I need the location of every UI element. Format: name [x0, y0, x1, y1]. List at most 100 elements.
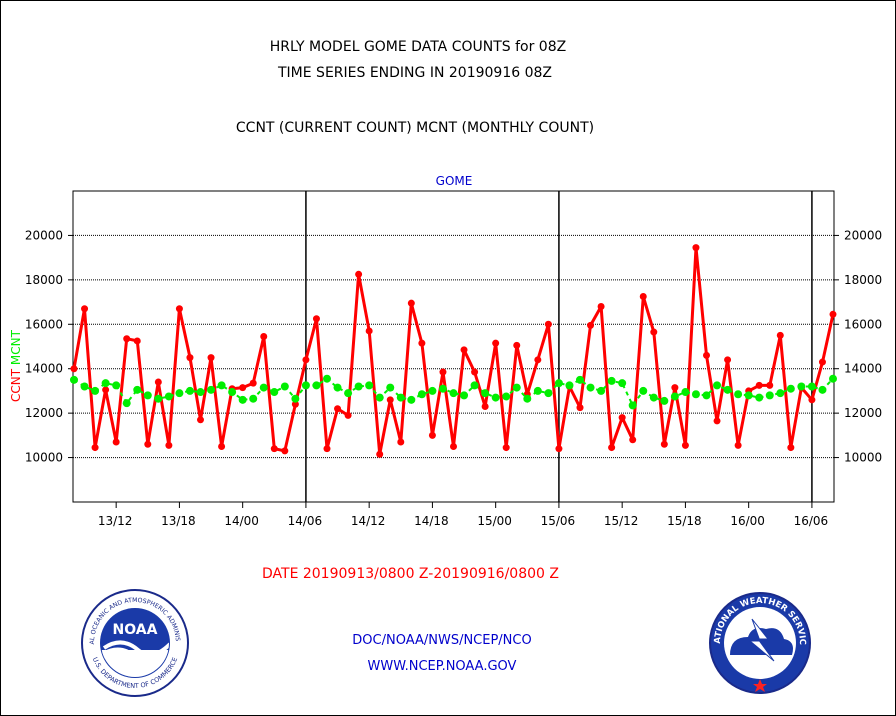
x-tick-label-4: 14/12 [351, 514, 386, 528]
y-tick-label-left-4: 18000 [25, 273, 63, 287]
mcnt-point-65 [755, 393, 764, 402]
mcnt-point-9 [164, 392, 173, 401]
x-tick-label-8: 15/12 [604, 514, 639, 528]
mcnt-point-1 [80, 382, 89, 391]
mcnt-point-49 [586, 383, 595, 392]
ccnt-point-7 [144, 440, 152, 448]
mcnt-point-13 [207, 385, 216, 394]
y-axis-label-ccnt: CCNT [9, 368, 23, 402]
ccnt-point-56 [660, 440, 668, 448]
mcnt-point-39 [481, 389, 490, 398]
y-axis-label-text: CCNT MCNT [9, 329, 23, 402]
ccnt-point-30 [386, 396, 394, 404]
ccnt-point-41 [502, 444, 510, 452]
axis-ticks [68, 234, 839, 508]
series-mcnt [70, 374, 837, 410]
ccnt-point-71 [818, 358, 826, 366]
ccnt-point-62 [724, 356, 732, 364]
ccnt-point-22 [302, 356, 310, 364]
ccnt-point-33 [418, 339, 426, 347]
mcnt-point-21 [291, 394, 300, 403]
date-range: DATE 20190913/0800 Z-20190916/0800 Z [262, 566, 559, 582]
ccnt-point-14 [218, 442, 226, 450]
header-line-1: HRLY MODEL GOME DATA COUNTS for 08Z [269, 39, 567, 55]
mcnt-point-23 [312, 381, 321, 390]
mcnt-point-34 [428, 386, 437, 395]
mcnt-point-40 [491, 393, 500, 402]
header-line-2: TIME SERIES ENDING IN 20190916 08Z [278, 65, 552, 81]
mcnt-point-55 [649, 393, 658, 402]
mcnt-point-27 [354, 382, 363, 391]
ccnt-point-3 [102, 386, 110, 394]
ccnt-point-49 [587, 321, 595, 329]
mcnt-point-45 [544, 389, 553, 398]
x-tick-labels: 13/12 13/18 14/00 14/06 14/12 14/18 15/00 15/06… [98, 514, 828, 528]
mcnt-point-8 [154, 394, 163, 403]
y-tick-label-right-3: 16000 [844, 317, 882, 331]
mcnt-point-3 [101, 379, 110, 388]
mcnt-point-47 [565, 381, 574, 390]
mcnt-point-43 [523, 394, 532, 403]
ccnt-point-17 [249, 379, 257, 387]
mcnt-point-32 [407, 395, 416, 404]
x-tick-label-9: 15/18 [667, 514, 702, 528]
ccnt-point-11 [186, 354, 194, 362]
mcnt-point-16 [238, 395, 247, 404]
series-layer [70, 244, 837, 458]
mcnt-point-64 [744, 391, 753, 400]
mcnt-point-44 [533, 386, 542, 395]
ccnt-point-29 [376, 450, 384, 458]
mcnt-point-71 [818, 385, 827, 394]
mcnt-point-18 [259, 383, 268, 392]
x-tick-label-2: 14/00 [224, 514, 259, 528]
ccnt-point-52 [618, 414, 626, 422]
ccnt-point-45 [544, 320, 552, 328]
mcnt-point-61 [713, 381, 722, 390]
ccnt-point-63 [734, 441, 742, 449]
x-tick-label-0: 13/12 [98, 514, 133, 528]
mcnt-point-69 [797, 382, 806, 391]
mcnt-point-63 [734, 390, 743, 399]
ccnt-point-51 [608, 444, 616, 452]
mcnt-point-46 [554, 379, 563, 388]
gome-chart: GOME CCNT MCNT 10000 12000 14000 16000 18000… [9, 174, 882, 528]
ccnt-point-5 [123, 335, 131, 343]
ccnt-point-65 [755, 381, 763, 389]
ccnt-point-40 [492, 339, 500, 347]
ccnt-point-70 [808, 396, 816, 404]
mcnt-point-25 [333, 383, 342, 392]
mcnt-point-41 [502, 392, 511, 401]
mcnt-point-11 [185, 386, 194, 395]
x-tick-label-1: 13/18 [161, 514, 196, 528]
mcnt-point-7 [143, 391, 152, 400]
y-axis-label-group: CCNT MCNT [9, 329, 23, 402]
mcnt-point-36 [449, 389, 458, 398]
y-tick-label-left-1: 12000 [25, 406, 63, 420]
mcnt-point-28 [365, 381, 374, 390]
mcnt-point-0 [70, 375, 78, 384]
ccnt-point-18 [260, 333, 268, 341]
ccnt-point-50 [597, 303, 605, 311]
plot-frame [72, 190, 835, 503]
mcnt-point-58 [681, 388, 690, 397]
ccnt-point-48 [576, 404, 584, 412]
ccnt-point-37 [460, 346, 468, 354]
ccnt-point-55 [650, 328, 658, 336]
x-tick-label-11: 16/06 [794, 514, 829, 528]
mcnt-point-70 [807, 382, 816, 391]
ccnt-point-6 [133, 337, 141, 345]
ccnt-point-68 [787, 444, 795, 452]
ccnt-point-31 [397, 438, 405, 446]
org-text: DOC/NOAA/NWS/NCEP/NCO [352, 633, 532, 648]
y-tick-label-right-2: 14000 [844, 362, 882, 376]
x-tick-label-7: 15/06 [541, 514, 576, 528]
y-tick-label-left-2: 14000 [25, 362, 63, 376]
ccnt-point-72 [829, 310, 837, 318]
x-tick-label-3: 14/06 [288, 514, 323, 528]
mcnt-point-12 [196, 388, 205, 397]
mcnt-point-5 [122, 399, 131, 408]
ccnt-point-8 [154, 378, 162, 386]
noaa-logo: NOAA NATIONAL OCEANIC AND ATMOSPHERIC AD… [80, 588, 189, 697]
mcnt-point-15 [228, 388, 237, 397]
mcnt-point-67 [776, 389, 785, 398]
